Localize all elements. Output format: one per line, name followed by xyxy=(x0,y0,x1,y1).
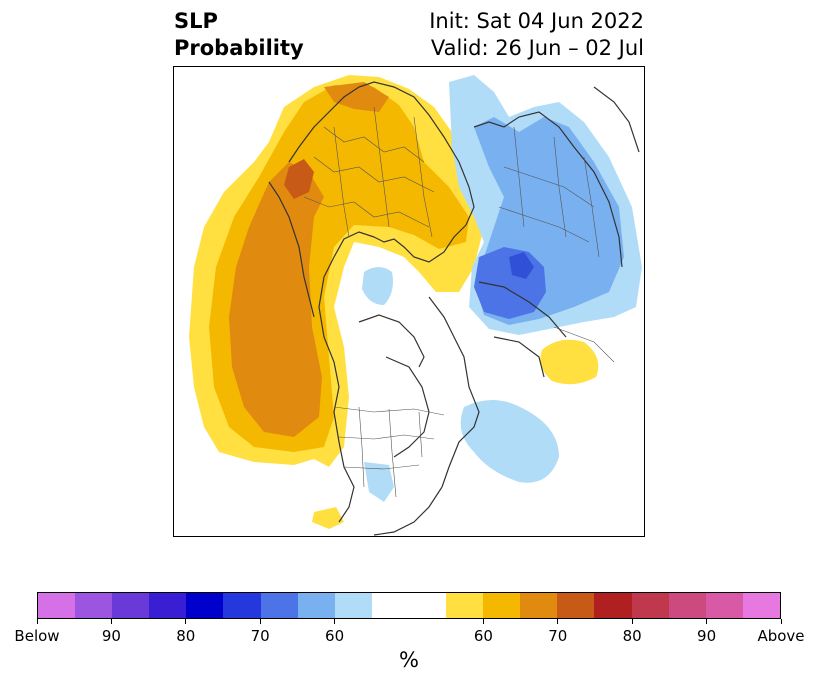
valid-range: Valid: 26 Jun – 02 Jul xyxy=(430,36,644,60)
colorbar-cell xyxy=(38,593,76,618)
colorbar-tick xyxy=(36,619,38,624)
colorbar-cell xyxy=(75,593,113,618)
map-dates: Init: Sat 04 Jun 2022 Valid: 26 Jun – 02… xyxy=(429,8,644,62)
below-50-blob-hudson xyxy=(362,267,393,305)
title-line-2: Probability xyxy=(174,36,304,60)
colorbar-label: 70 xyxy=(548,627,568,645)
colorbar-tick xyxy=(334,619,336,624)
colorbar-cell xyxy=(149,593,187,618)
above-80-region xyxy=(284,159,314,199)
below-50-blob-us xyxy=(364,462,394,502)
colorbar-cell xyxy=(186,593,224,618)
colorbar-cell xyxy=(408,593,447,618)
colorbar-label: 90 xyxy=(101,627,121,645)
colorbar-cell xyxy=(631,593,669,618)
probability-colorbar xyxy=(37,592,781,619)
map-title: SLP Probability xyxy=(174,8,304,62)
above-50-blob-atlantic xyxy=(540,339,599,385)
colorbar-label: 90 xyxy=(697,627,717,645)
above-70-north xyxy=(324,82,389,112)
above-50-blob-south xyxy=(312,507,344,529)
colorbar-tick xyxy=(110,619,112,624)
colorbar-label: Above xyxy=(757,627,805,645)
colorbar-tick xyxy=(706,619,708,624)
colorbar-tick xyxy=(557,619,559,624)
colorbar-tick xyxy=(259,619,261,624)
colorbar-cell xyxy=(483,593,521,618)
colorbar-cell xyxy=(334,593,372,618)
colorbar-unit: % xyxy=(399,648,419,672)
colorbar-tick xyxy=(482,619,484,624)
colorbar-label: 80 xyxy=(176,627,196,645)
colorbar-label: Below xyxy=(14,627,60,645)
colorbar-cell xyxy=(223,593,261,618)
init-date: Init: Sat 04 Jun 2022 xyxy=(429,9,644,33)
colorbar-tick xyxy=(780,619,782,624)
colorbar-label: 60 xyxy=(473,627,493,645)
colorbar-label: 80 xyxy=(622,627,642,645)
colorbar-cell xyxy=(520,593,558,618)
colorbar-cell xyxy=(742,593,780,618)
title-line-1: SLP xyxy=(174,9,218,33)
coastlines xyxy=(268,81,640,536)
political-boundaries xyxy=(303,106,615,498)
colorbar-cell xyxy=(112,593,150,618)
below-normal-shading xyxy=(362,75,642,502)
colorbar-cell xyxy=(668,593,706,618)
colorbar-tick xyxy=(185,619,187,624)
colorbar-cell xyxy=(260,593,298,618)
colorbar-label: 60 xyxy=(325,627,345,645)
map-canvas xyxy=(189,75,642,536)
colorbar-cell xyxy=(446,593,484,618)
colorbar-cell xyxy=(705,593,743,618)
below-50-region-atlantic xyxy=(460,399,559,483)
colorbar-cell xyxy=(371,593,409,618)
below-70-spot xyxy=(509,252,534,279)
colorbar-label: 70 xyxy=(250,627,270,645)
colorbar-cell xyxy=(557,593,595,618)
map-panel xyxy=(173,66,645,537)
colorbar-cell xyxy=(297,593,335,618)
colorbar-cell xyxy=(594,593,632,618)
colorbar-tick xyxy=(631,619,633,624)
above-70-region xyxy=(229,162,324,437)
